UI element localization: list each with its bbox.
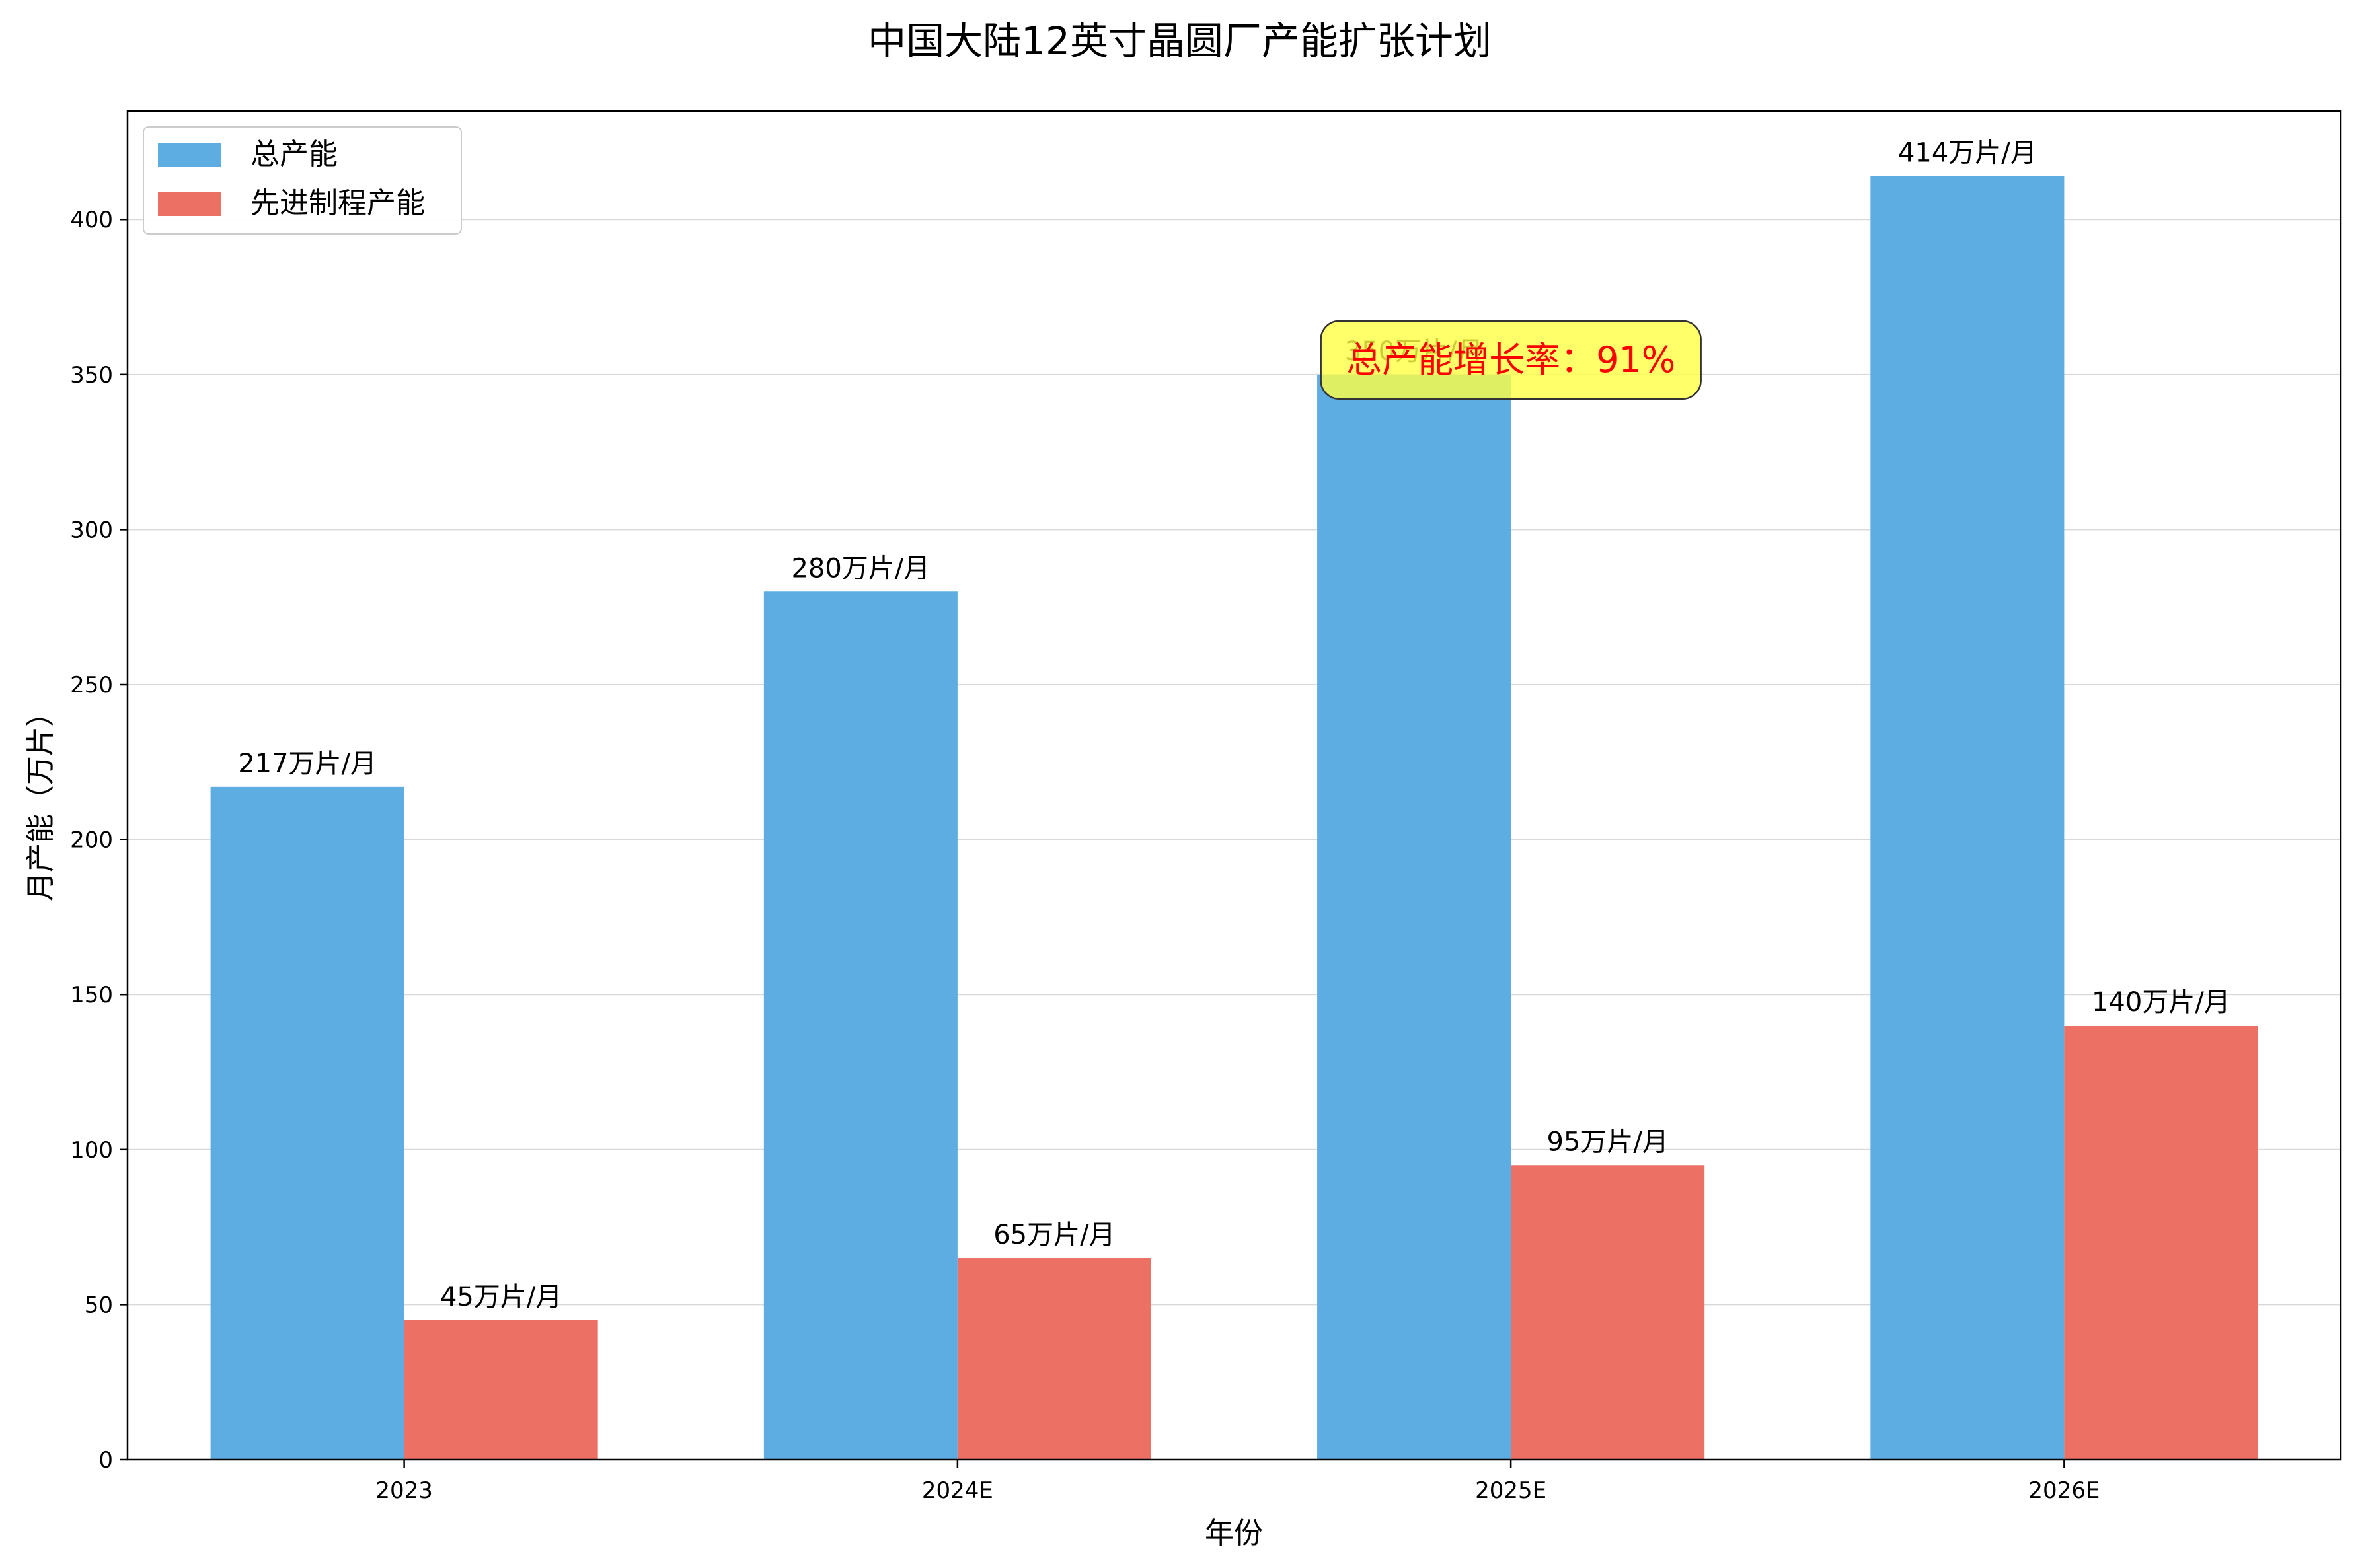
bar-advanced bbox=[2064, 1026, 2258, 1460]
y-axis-title: 月产能（万片） bbox=[24, 698, 57, 901]
legend-label: 先进制程产能 bbox=[250, 186, 425, 220]
bar-value-label: 45万片/月 bbox=[440, 1282, 562, 1312]
y-tick-label: 200 bbox=[70, 827, 113, 854]
bar-total bbox=[763, 591, 958, 1460]
bar-advanced bbox=[404, 1320, 598, 1460]
x-tick-label: 2024E bbox=[922, 1477, 993, 1504]
bars bbox=[210, 176, 2258, 1460]
bar-value-label: 65万片/月 bbox=[993, 1220, 1115, 1250]
annotation-text: 总产能增长率：91% bbox=[1346, 339, 1675, 381]
bar-advanced bbox=[1511, 1165, 1705, 1460]
y-tick-label: 250 bbox=[70, 672, 113, 698]
bar-total bbox=[1317, 374, 1511, 1460]
legend-label: 总产能 bbox=[250, 137, 338, 171]
bar-value-label: 140万片/月 bbox=[2092, 987, 2230, 1018]
annotation-box bbox=[1320, 320, 1702, 400]
y-tick-label: 350 bbox=[70, 362, 113, 389]
x-tick-label: 2026E bbox=[2028, 1477, 2100, 1504]
x-tick-label: 2025E bbox=[1475, 1477, 1546, 1504]
bar-value-label: 217万片/月 bbox=[238, 749, 377, 779]
annotation: 总产能增长率：91% bbox=[1320, 320, 1702, 400]
bar-value-label: 414万片/月 bbox=[1898, 138, 2037, 168]
chart-title: 中国大陆12英寸晶圆厂产能扩张计划 bbox=[868, 19, 1492, 63]
bar-total bbox=[1870, 176, 2065, 1460]
y-tick-label: 400 bbox=[70, 207, 113, 233]
legend-swatch bbox=[158, 192, 221, 216]
legend-box bbox=[143, 126, 462, 235]
bar-total bbox=[210, 786, 404, 1460]
axes: 0 50 100 150 200 250 300 350 400 2023 2024E 2025E 20… bbox=[70, 110, 2342, 1504]
legend-swatch bbox=[158, 143, 221, 167]
gridlines bbox=[128, 219, 2341, 1460]
plot-frame bbox=[126, 110, 2342, 1461]
x-tick-label: 2023 bbox=[375, 1477, 433, 1504]
y-tick-label: 50 bbox=[85, 1292, 113, 1318]
y-tick-label: 300 bbox=[70, 517, 113, 543]
y-tick-label: 100 bbox=[70, 1137, 113, 1164]
bar-value-label: 280万片/月 bbox=[791, 553, 930, 583]
bar-value-label: 95万片/月 bbox=[1546, 1127, 1668, 1157]
y-tick-label: 150 bbox=[70, 982, 113, 1008]
x-axis-title: 年份 bbox=[1205, 1516, 1263, 1550]
bar-advanced bbox=[957, 1258, 1151, 1460]
y-tick-label: 0 bbox=[98, 1447, 113, 1474]
